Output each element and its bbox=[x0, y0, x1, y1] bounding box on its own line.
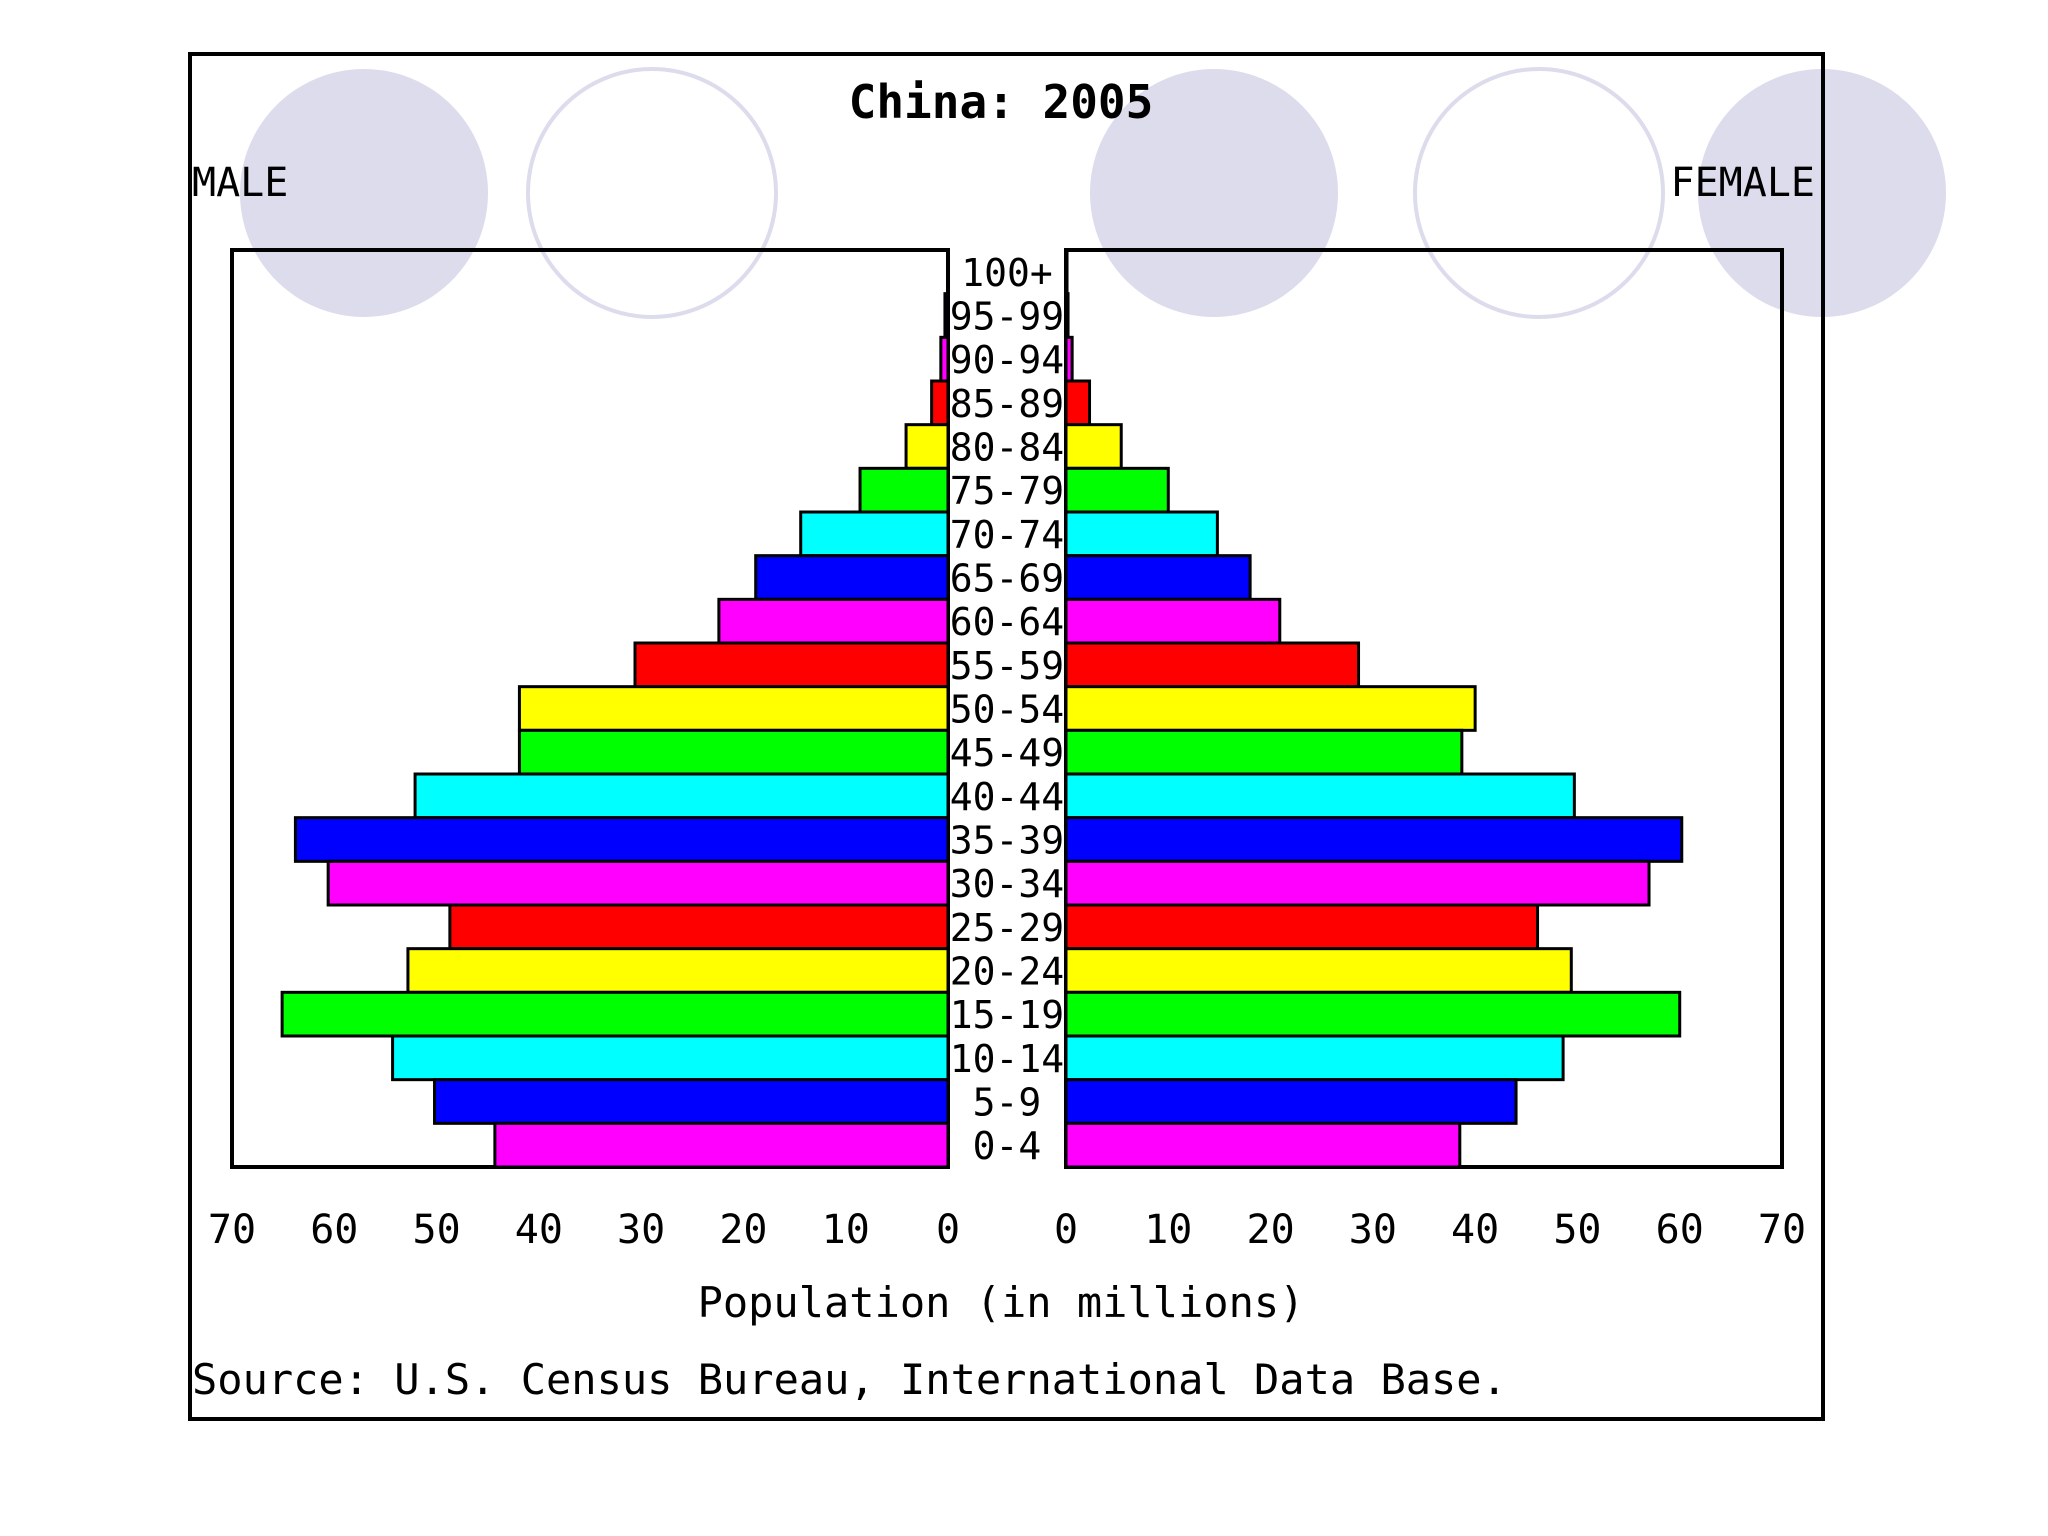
bar-female-65-69 bbox=[1064, 554, 1252, 601]
bar-female-75-79 bbox=[1064, 466, 1170, 514]
bar-male-45-49 bbox=[517, 728, 950, 776]
age-label-60-64: 60-64 bbox=[950, 600, 1064, 644]
chart-frame bbox=[188, 52, 1825, 1421]
bar-female-80-84 bbox=[1064, 423, 1123, 470]
x-tick-labels-group: 70 60 50 40 30 20 10 0 0 10 20 30 40 50 60 70 bbox=[208, 1207, 1806, 1253]
x-axis-label: Population (in millions) bbox=[698, 1278, 1305, 1327]
tick-female-70: 70 bbox=[1758, 1207, 1806, 1253]
male-label: MALE bbox=[192, 160, 288, 206]
bar-female-50-54 bbox=[1064, 685, 1477, 732]
bar-female-60-64 bbox=[1064, 597, 1282, 645]
bar-female-35-39 bbox=[1064, 816, 1684, 863]
decor-circle-outline-1 bbox=[526, 67, 778, 319]
bar-male-100+ bbox=[945, 248, 950, 296]
bar-male-65-69 bbox=[754, 554, 950, 601]
bar-female-20-24 bbox=[1064, 947, 1573, 994]
female-label: FEMALE bbox=[1671, 160, 1816, 206]
age-label-85-89: 85-89 bbox=[950, 382, 1064, 426]
bar-male-90-94 bbox=[939, 335, 950, 383]
bars-group bbox=[280, 248, 1684, 1169]
decor-circle-filled-1 bbox=[240, 69, 488, 317]
source-note: Source: U.S. Census Bureau, Internationa… bbox=[192, 1355, 1507, 1404]
tick-male-40: 40 bbox=[515, 1207, 563, 1253]
age-label-5-9: 5-9 bbox=[973, 1080, 1042, 1124]
tick-male-60: 60 bbox=[310, 1207, 358, 1253]
bar-female-5-9 bbox=[1064, 1078, 1518, 1125]
bar-female-25-29 bbox=[1064, 903, 1540, 951]
tick-male-30: 30 bbox=[617, 1207, 665, 1253]
age-label-80-84: 80-84 bbox=[950, 425, 1064, 469]
bar-male-30-34 bbox=[326, 859, 950, 907]
age-label-55-59: 55-59 bbox=[950, 644, 1064, 688]
bar-male-85-89 bbox=[930, 379, 950, 427]
age-label-0-4: 0-4 bbox=[973, 1124, 1042, 1168]
tick-female-10: 10 bbox=[1144, 1207, 1192, 1253]
age-label-25-29: 25-29 bbox=[950, 906, 1064, 950]
tick-male-20: 20 bbox=[719, 1207, 767, 1253]
bar-male-20-24 bbox=[406, 947, 950, 994]
bar-female-30-34 bbox=[1064, 859, 1651, 907]
bar-male-75-79 bbox=[858, 466, 950, 514]
bar-male-55-59 bbox=[633, 641, 950, 689]
bar-female-95-99 bbox=[1064, 292, 1070, 339]
bar-male-60-64 bbox=[717, 597, 950, 645]
bar-female-15-19 bbox=[1064, 990, 1682, 1038]
bar-male-35-39 bbox=[293, 816, 950, 863]
bar-female-55-59 bbox=[1064, 641, 1361, 689]
age-label-100+: 100+ bbox=[961, 251, 1053, 295]
age-label-65-69: 65-69 bbox=[950, 556, 1064, 600]
bar-male-50-54 bbox=[517, 685, 950, 732]
bar-female-45-49 bbox=[1064, 728, 1464, 776]
bar-female-85-89 bbox=[1064, 379, 1092, 427]
bar-male-15-19 bbox=[280, 990, 950, 1038]
tick-female-0: 0 bbox=[1054, 1207, 1078, 1253]
bar-male-25-29 bbox=[448, 903, 950, 951]
tick-male-0: 0 bbox=[936, 1207, 960, 1253]
age-labels-group: 100+95-9990-9485-8980-8475-7970-7465-696… bbox=[950, 251, 1064, 1168]
age-label-90-94: 90-94 bbox=[950, 338, 1064, 382]
bar-male-0-4 bbox=[493, 1121, 950, 1169]
tick-female-60: 60 bbox=[1656, 1207, 1704, 1253]
age-label-20-24: 20-24 bbox=[950, 949, 1064, 993]
bar-female-90-94 bbox=[1064, 335, 1074, 383]
bar-male-80-84 bbox=[904, 423, 950, 470]
bar-male-95-99 bbox=[943, 292, 950, 339]
age-label-30-34: 30-34 bbox=[950, 862, 1064, 906]
decor-circle-outline-2 bbox=[1413, 67, 1665, 319]
tick-female-50: 50 bbox=[1553, 1207, 1601, 1253]
bar-female-40-44 bbox=[1064, 772, 1576, 820]
tick-male-50: 50 bbox=[412, 1207, 460, 1253]
tick-male-10: 10 bbox=[822, 1207, 870, 1253]
age-label-50-54: 50-54 bbox=[950, 687, 1064, 731]
age-label-35-39: 35-39 bbox=[950, 818, 1064, 862]
chart-title: China: 2005 bbox=[849, 75, 1154, 129]
bar-female-0-4 bbox=[1064, 1121, 1462, 1169]
age-label-45-49: 45-49 bbox=[950, 731, 1064, 775]
bar-male-70-74 bbox=[799, 510, 950, 558]
tick-female-40: 40 bbox=[1451, 1207, 1499, 1253]
bar-male-10-14 bbox=[391, 1034, 950, 1082]
bar-female-100+ bbox=[1064, 248, 1069, 296]
age-label-15-19: 15-19 bbox=[950, 993, 1064, 1037]
bar-female-10-14 bbox=[1064, 1034, 1565, 1082]
bar-male-40-44 bbox=[413, 772, 950, 820]
tick-female-20: 20 bbox=[1246, 1207, 1294, 1253]
age-label-75-79: 75-79 bbox=[950, 469, 1064, 513]
decor-circle-filled-2 bbox=[1090, 69, 1338, 317]
age-label-70-74: 70-74 bbox=[950, 513, 1064, 557]
age-label-40-44: 40-44 bbox=[950, 775, 1064, 819]
tick-female-30: 30 bbox=[1349, 1207, 1397, 1253]
age-label-10-14: 10-14 bbox=[950, 1037, 1064, 1081]
tick-male-70: 70 bbox=[208, 1207, 256, 1253]
bar-female-70-74 bbox=[1064, 510, 1219, 558]
age-label-95-99: 95-99 bbox=[950, 294, 1064, 338]
bar-male-5-9 bbox=[433, 1078, 950, 1125]
